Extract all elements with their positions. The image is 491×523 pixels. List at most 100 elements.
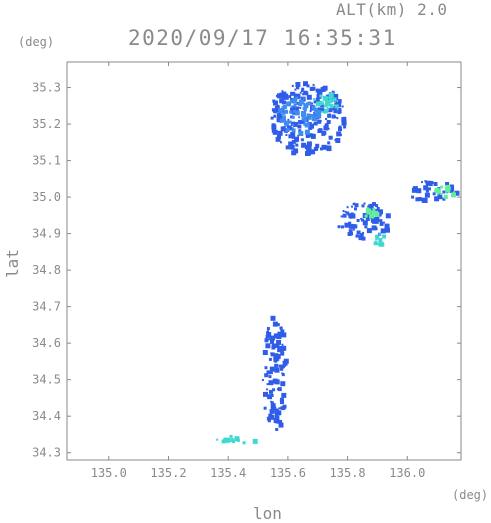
echo-pixel	[301, 120, 306, 124]
echo-pixel	[293, 93, 299, 99]
x-tick-label: 135.4	[210, 466, 246, 480]
echo-pixel	[272, 99, 276, 103]
echo-pixel	[331, 108, 334, 111]
echo-pixel	[294, 136, 299, 142]
echo-pixel	[374, 212, 380, 217]
echo-pixel	[266, 332, 272, 337]
echo-pixel	[301, 87, 305, 91]
echo-pixel	[270, 352, 275, 357]
echo-pixel	[264, 366, 268, 370]
echo-pixel	[315, 146, 319, 150]
echo-pixel	[350, 232, 353, 236]
echo-pixel	[286, 101, 292, 107]
echo-pixel	[277, 134, 281, 139]
echo-pixel	[362, 220, 368, 226]
y-tick-label: 35.3	[32, 81, 61, 95]
echo-pixel	[301, 90, 303, 93]
echo-pixel	[274, 363, 279, 368]
echo-pixel	[280, 329, 285, 334]
echo-pixel	[271, 108, 275, 112]
echo-pixel	[229, 434, 233, 438]
echo-pixel	[308, 146, 312, 150]
echo-pixel	[310, 149, 316, 155]
echo-pixel	[285, 128, 290, 132]
echo-pixel	[292, 123, 295, 126]
echo-pixel	[269, 408, 275, 414]
echo-pixel	[302, 116, 307, 121]
echo-pixel	[276, 117, 281, 122]
echo-pixel	[270, 400, 273, 403]
echo-pixel	[283, 126, 286, 128]
echo-pixel	[275, 346, 278, 348]
echo-pixel	[268, 338, 271, 341]
echo-pixel	[423, 185, 429, 191]
echo-pixel	[366, 213, 371, 219]
echo-pixel	[355, 234, 359, 238]
echo-pixel	[317, 88, 322, 93]
echo-pixel	[272, 388, 276, 392]
echo-pixel	[273, 324, 276, 327]
echo-pixel	[451, 192, 456, 198]
echo-pixel	[344, 222, 350, 228]
echo-pixel	[350, 213, 356, 219]
echo-pixel	[321, 110, 324, 113]
echo-pixel	[322, 95, 328, 101]
echo-pixel	[328, 108, 333, 113]
echo-pixel	[356, 230, 361, 235]
echo-pixel	[428, 187, 431, 191]
echo-pixel	[263, 406, 267, 410]
echo-pixel	[295, 143, 299, 147]
echo-pixel	[319, 107, 325, 113]
echo-pixel	[267, 419, 271, 423]
echo-pixel	[284, 130, 287, 133]
echo-pixel	[268, 375, 272, 379]
echo-pixel	[271, 128, 276, 133]
echo-northern-core	[276, 96, 322, 136]
y-tick-label: 34.5	[32, 373, 61, 387]
echo-pixel	[273, 333, 279, 339]
echo-pixel	[352, 228, 355, 231]
echo-pixel	[279, 98, 285, 104]
echo-pixel	[277, 116, 281, 120]
echo-pixel	[273, 100, 278, 106]
echo-pixel	[297, 124, 302, 129]
echo-northern-peak	[313, 92, 339, 114]
echo-pixel	[279, 118, 284, 123]
echo-pixel	[290, 91, 295, 96]
echo-central-peak-2	[373, 232, 387, 247]
echo-pixel	[364, 225, 368, 229]
echo-pixel	[274, 379, 280, 385]
echo-pixel	[369, 209, 371, 212]
echo-pixel	[348, 229, 353, 234]
echo-pixel	[328, 135, 333, 140]
echo-pixel	[266, 370, 271, 375]
echo-pixel	[369, 203, 373, 207]
echo-pixel	[306, 141, 312, 147]
echo-pixel	[304, 145, 309, 150]
echo-pixel	[301, 142, 307, 148]
echo-pixel	[440, 185, 443, 189]
echo-pixel	[288, 95, 292, 99]
echo-pixel	[305, 134, 310, 138]
echo-pixel	[287, 118, 290, 121]
echo-pixel	[437, 192, 440, 195]
echo-pixel	[341, 225, 344, 229]
echo-pixel	[347, 213, 350, 216]
echo-pixel	[337, 99, 342, 104]
echo-pixel	[372, 210, 376, 214]
echo-pixel	[318, 128, 322, 132]
echo-pixel	[317, 119, 322, 124]
echo-pixel	[282, 100, 286, 105]
echo-pixel	[270, 403, 276, 409]
echo-pixel	[277, 387, 282, 392]
echo-pixel	[317, 107, 321, 111]
axis-ticks: 135.0 135.2 135.4 135.6 135.8 136.0 35.3 35.2 35…	[32, 62, 461, 480]
echo-pixel	[291, 133, 294, 136]
echo-pixel	[274, 415, 278, 419]
echo-pixel	[347, 232, 352, 236]
echo-pixel	[306, 113, 311, 118]
echo-pixel	[342, 210, 345, 213]
echo-pixel	[264, 338, 269, 343]
echo-pixel	[277, 347, 283, 353]
echo-pixel	[298, 129, 302, 133]
